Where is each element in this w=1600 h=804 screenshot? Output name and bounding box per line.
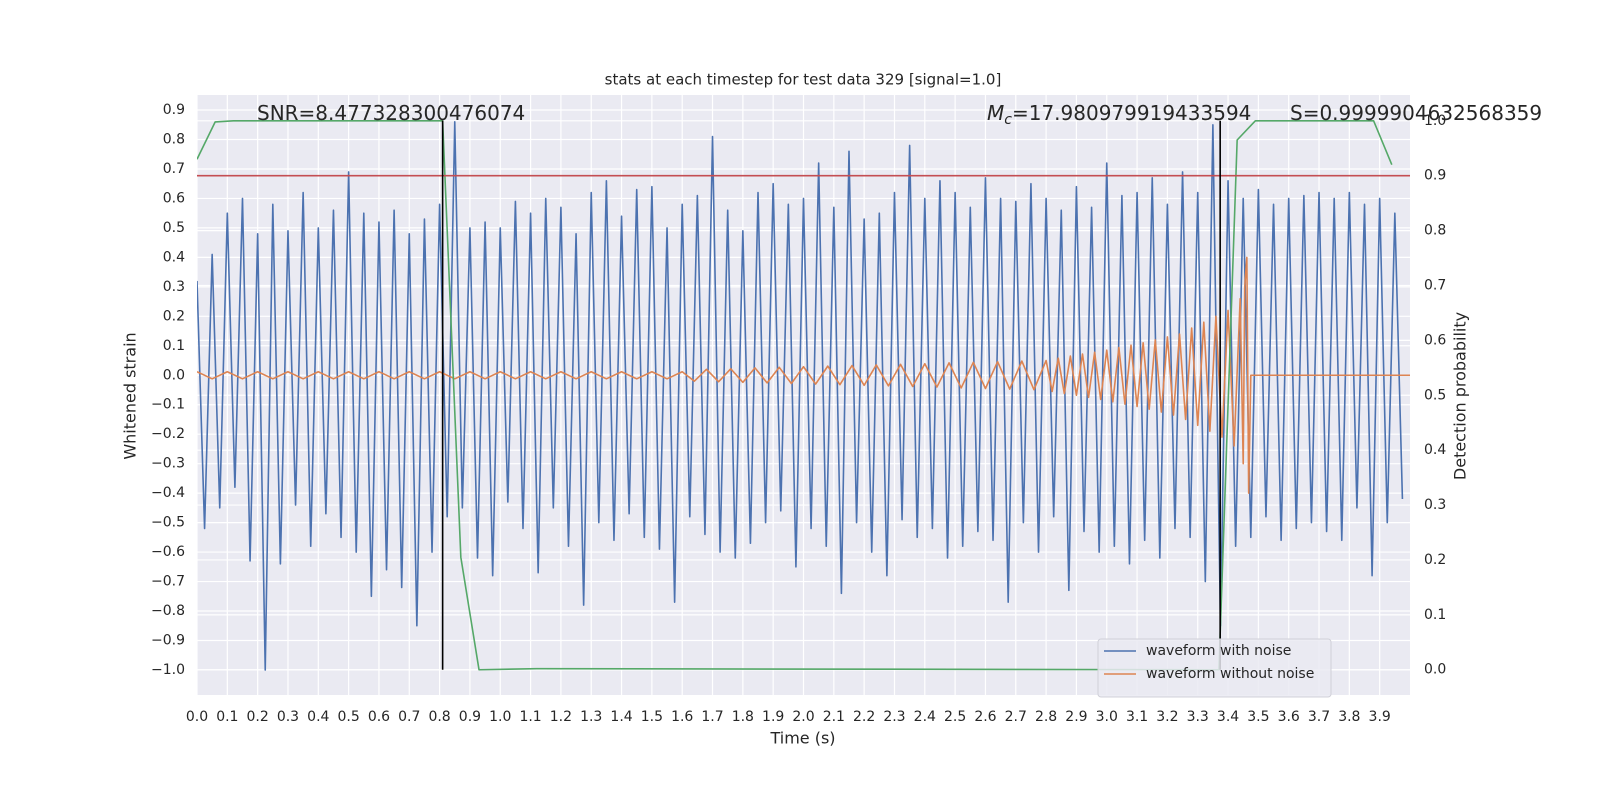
x-tick-label: 0.8	[428, 709, 450, 725]
annotation-symbol: M	[987, 101, 1004, 125]
x-tick-label: 2.3	[883, 709, 905, 725]
series-line	[197, 121, 1404, 671]
x-tick-label: 2.9	[1065, 709, 1087, 725]
y-tick-label: −0.5	[151, 515, 185, 531]
x-tick-label: 3.2	[1156, 709, 1178, 725]
y-tick-label: −1.0	[151, 662, 185, 678]
x-tick-label: 0.1	[216, 709, 238, 725]
x-tick-label: 0.2	[247, 709, 269, 725]
y-tick-label: 0.2	[163, 308, 185, 324]
x-tick-label: 3.3	[1187, 709, 1209, 725]
x-tick-label: 3.8	[1338, 709, 1360, 725]
x-tick-label: 3.7	[1308, 709, 1330, 725]
y-tick-label: −0.4	[151, 485, 185, 501]
y2-tick-label: 0.7	[1424, 277, 1446, 293]
x-tick-label: 2.4	[914, 709, 936, 725]
x-tick-label: 2.0	[792, 709, 814, 725]
y2-tick-label: 0.5	[1424, 387, 1446, 403]
x-tick-label: 2.5	[944, 709, 966, 725]
annotation-text: =17.980979919433594	[1012, 101, 1251, 125]
y2-tick-label: 0.0	[1424, 662, 1446, 678]
y-tick-label: −0.9	[151, 632, 185, 648]
y2-tick-label: 0.8	[1424, 223, 1446, 239]
x-tick-label: 0.4	[307, 709, 329, 725]
x-tick-label: 2.6	[974, 709, 996, 725]
x-tick-label: 0.5	[337, 709, 359, 725]
y-tick-label: 0.4	[163, 249, 185, 265]
legend-label: waveform with noise	[1146, 643, 1291, 659]
series-line	[197, 256, 1410, 494]
y-tick-label: −0.3	[151, 456, 185, 472]
y-tick-label: −0.2	[151, 426, 185, 442]
legend: waveform with noise waveform without nois…	[1097, 638, 1332, 698]
marks	[197, 120, 1410, 671]
y-tick-label: −0.1	[151, 397, 185, 413]
y2-axis-label: Detection probability	[1451, 312, 1470, 480]
y2-tick-label: 0.4	[1424, 442, 1446, 458]
y2-tick-label: 0.2	[1424, 552, 1446, 568]
x-tick-label: 1.6	[671, 709, 693, 725]
y-tick-label: 0.9	[163, 102, 185, 118]
x-tick-label: 1.5	[641, 709, 663, 725]
x-tick-label: 1.1	[519, 709, 541, 725]
y2-tick-label: 0.6	[1424, 332, 1446, 348]
x-tick-label: 3.4	[1217, 709, 1239, 725]
y-axis-label: Whitened strain	[121, 332, 140, 459]
x-tick-label: 1.8	[732, 709, 754, 725]
y-tick-label: 0.6	[163, 190, 185, 206]
grid	[196, 95, 1410, 695]
annotation-text: SNR=8.477328300476074	[257, 101, 525, 125]
x-tick-label: 0.6	[368, 709, 390, 725]
y-tick-label: 0.3	[163, 279, 185, 295]
y2-tick-label: 1.0	[1424, 113, 1446, 129]
annotation-text: S=0.9999904632568359	[1290, 101, 1542, 125]
x-tick-label: 3.9	[1369, 709, 1391, 725]
annotation: S=0.9999904632568359	[1290, 101, 1542, 125]
x-tick-label: 3.1	[1126, 709, 1148, 725]
annotation-subscript: c	[1004, 112, 1012, 128]
x-tick-label: 2.2	[853, 709, 875, 725]
x-tick-label: 0.0	[186, 709, 208, 725]
y-tick-label: 0.5	[163, 220, 185, 236]
y2-tick-label: 0.3	[1424, 497, 1446, 513]
x-tick-label: 0.3	[277, 709, 299, 725]
y-tick-label: 0.8	[163, 131, 185, 147]
x-tick-label: 3.0	[1096, 709, 1118, 725]
y-tick-label: 0.7	[163, 161, 185, 177]
x-tick-label: 1.2	[550, 709, 572, 725]
x-tick-label: 1.0	[489, 709, 511, 725]
x-tick-label: 2.8	[1035, 709, 1057, 725]
x-tick-label: 3.6	[1278, 709, 1300, 725]
annotation: Mc=17.980979919433594	[987, 101, 1251, 129]
legend-box	[1097, 638, 1332, 698]
y-tick-label: −0.6	[151, 544, 185, 560]
x-tick-label: 1.4	[610, 709, 632, 725]
y-tick-label: 0.0	[163, 367, 185, 383]
annotation: SNR=8.477328300476074	[257, 101, 525, 125]
x-tick-label: 3.5	[1247, 709, 1269, 725]
series-line	[197, 120, 1393, 671]
chart-title: stats at each timestep for test data 329…	[605, 71, 1002, 89]
x-tick-label: 0.9	[459, 709, 481, 725]
y2-tick-label: 0.9	[1424, 168, 1446, 184]
x-tick-label: 1.3	[580, 709, 602, 725]
x-tick-label: 2.1	[823, 709, 845, 725]
y-tick-label: −0.7	[151, 574, 185, 590]
y-tick-label: −0.8	[151, 603, 185, 619]
y-tick-label: 0.1	[163, 338, 185, 354]
y2-tick-label: 0.1	[1424, 607, 1446, 623]
legend-label: waveform without noise	[1146, 666, 1314, 682]
x-tick-label: 0.7	[398, 709, 420, 725]
labels: 0.0 0.1 0.2 0.3 0.4 0.5 0.6 0.7 0.8 0.9 1.0 1.1 1.2 1…	[151, 102, 1446, 725]
x-tick-label: 1.9	[762, 709, 784, 725]
x-tick-label: 2.7	[1005, 709, 1027, 725]
x-tick-label: 1.7	[701, 709, 723, 725]
x-axis-label: Time (s)	[769, 729, 835, 748]
